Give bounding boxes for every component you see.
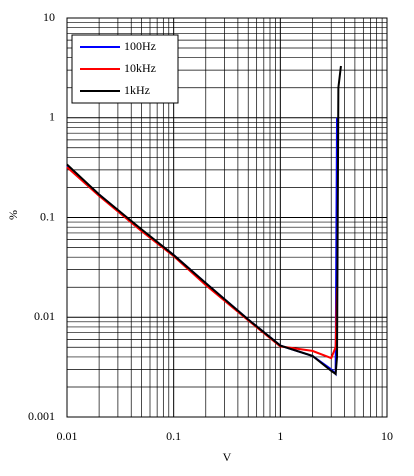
y-tick-label: 0.01: [34, 309, 55, 323]
x-tick-label: 0.1: [166, 429, 181, 443]
plot-frame: [66, 17, 388, 418]
legend-label: 1kHz: [124, 83, 150, 97]
series-line: [66, 65, 342, 376]
x-tick-label: 10: [381, 429, 393, 443]
legend-label: 100Hz: [124, 39, 156, 53]
y-tick-label: 1: [49, 110, 55, 124]
x-axis-label: V: [223, 450, 232, 464]
y-tick-label: 0.1: [40, 209, 55, 223]
series-line: [66, 166, 339, 360]
y-tick-label: 0.001: [28, 409, 55, 423]
series-line: [66, 117, 339, 377]
y-axis-label: %: [6, 210, 20, 220]
x-tick-label: 0.01: [57, 429, 78, 443]
legend-label: 10kHz: [124, 61, 156, 75]
y-tick-label: 10: [43, 10, 55, 24]
x-tick-label: 1: [277, 429, 283, 443]
